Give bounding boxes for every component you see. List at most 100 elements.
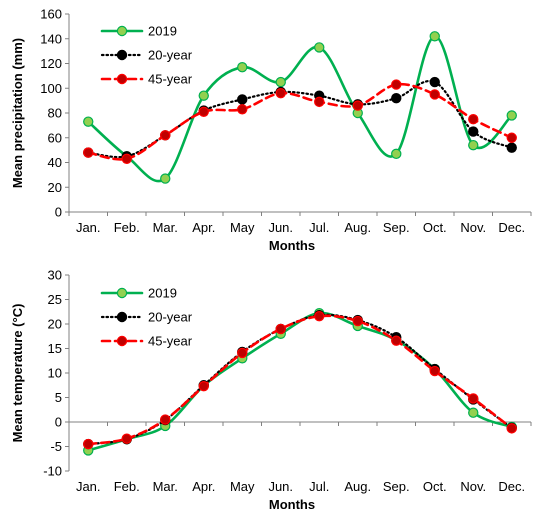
y-tick-label: 0 [55, 205, 62, 220]
legend-label: 45-year [148, 334, 193, 349]
x-tick-label: May [230, 220, 255, 235]
x-tick-label: Jan. [76, 220, 101, 235]
x-tick-label: Jul. [309, 220, 329, 235]
data-point-45-year [314, 310, 325, 322]
y-tick-label: 0 [55, 415, 62, 430]
legend-label: 2019 [148, 24, 177, 39]
y-tick-label: 60 [48, 130, 62, 145]
data-point-2019 [198, 90, 209, 101]
x-tick-label: Dec. [498, 220, 525, 235]
legend-item-2019: 2019 [100, 24, 177, 39]
y-tick-label: -5 [50, 439, 62, 454]
data-point-45-year [198, 106, 209, 117]
legend-marker [116, 287, 128, 299]
precipitation-chart: 0 20 40 60 80 100 120 140 160 Jan. Feb. Mar. Apr. May… [10, 7, 532, 253]
legend-marker [116, 25, 128, 37]
x-tick-label: Jan. [76, 479, 101, 494]
y-tick-label: 5 [55, 390, 62, 405]
data-point-20-year [429, 76, 440, 88]
data-point-45-year [429, 365, 440, 377]
legend: 2019 20-year 45-year [100, 24, 193, 87]
y-axis-title: Mean temperature (°C) [10, 304, 25, 443]
data-point-45-year [506, 423, 517, 434]
y-tick-label: 25 [48, 292, 62, 307]
series-20-year [83, 309, 517, 450]
data-point-45-year [198, 381, 209, 392]
legend-marker [116, 49, 128, 61]
data-point-2019 [468, 139, 479, 151]
legend-marker [116, 73, 128, 85]
x-tick-label: May [230, 479, 255, 494]
y-tick-label: 140 [40, 31, 62, 46]
y-axis-title: Mean precipitation (mm) [10, 38, 25, 188]
y-tick-label: 100 [40, 81, 62, 96]
data-point-2019 [160, 173, 171, 184]
x-tick-label: Jul. [309, 479, 329, 494]
x-tick-label: Feb. [114, 220, 140, 235]
x-axis-title: Months [269, 238, 315, 253]
data-point-45-year [429, 89, 440, 100]
x-tick-label: Mar. [153, 220, 178, 235]
legend-label: 20-year [148, 310, 193, 325]
x-tick-label: Oct. [423, 479, 447, 494]
x-tick-label: Dec. [498, 479, 525, 494]
data-point-45-year [83, 438, 94, 450]
data-point-45-year [275, 87, 286, 99]
legend-item-20-year: 20-year [100, 310, 193, 325]
data-point-45-year [160, 414, 171, 425]
data-point-45-year [237, 104, 248, 115]
data-point-45-year [121, 433, 132, 444]
x-tick-label: Nov. [460, 220, 486, 235]
x-tick-label: Oct. [423, 220, 447, 235]
y-tick-label: 30 [48, 268, 62, 283]
data-point-45-year [468, 113, 479, 125]
legend-label: 20-year [148, 48, 193, 63]
data-point-20-year [468, 126, 479, 137]
x-tick-label: Nov. [460, 479, 486, 494]
x-tick-label: Feb. [114, 479, 140, 494]
data-point-45-year [352, 100, 363, 111]
data-point-45-year [506, 132, 517, 143]
x-tick-label: Mar. [153, 479, 178, 494]
data-point-2019 [83, 116, 94, 127]
legend-item-20-year: 20-year [100, 48, 193, 63]
y-tick-label: 20 [48, 317, 62, 332]
data-point-45-year [160, 130, 171, 141]
series-45-year [83, 79, 517, 164]
x-tick-label: Aug. [344, 479, 371, 494]
data-point-45-year [121, 153, 132, 164]
data-point-45-year [468, 393, 479, 404]
data-point-45-year [391, 335, 402, 346]
legend: 2019 20-year 45-year [100, 286, 193, 349]
legend-marker [116, 311, 128, 323]
data-point-45-year [391, 79, 402, 90]
y-tick-label: 80 [48, 106, 62, 121]
data-point-20-year [237, 94, 248, 105]
data-point-45-year [275, 323, 286, 335]
data-point-2019 [391, 148, 402, 160]
data-point-45-year [352, 315, 363, 327]
y-tick-label: 160 [40, 7, 62, 22]
y-tick-label: 15 [48, 341, 62, 356]
x-tick-label: Apr. [192, 479, 215, 494]
data-point-20-year [506, 142, 517, 153]
legend-item-45-year: 45-year [100, 72, 193, 87]
legend-label: 45-year [148, 72, 193, 87]
data-point-2019 [314, 42, 325, 53]
temperature-chart: -10 -5 0 5 10 15 20 25 30 Jan. Feb. Mar. Apr. May Jun.… [10, 268, 532, 512]
data-point-2019 [468, 407, 479, 418]
legend-item-2019: 2019 [100, 286, 177, 301]
legend-marker [116, 335, 128, 347]
series-20-year [83, 76, 517, 162]
x-tick-label: Jun. [268, 220, 293, 235]
data-point-2019 [275, 76, 286, 88]
x-tick-label: Jun. [268, 479, 293, 494]
data-point-2019 [237, 62, 248, 73]
data-point-2019 [506, 110, 517, 121]
x-tick-label: Apr. [192, 220, 215, 235]
y-tick-label: 120 [40, 56, 62, 71]
y-tick-label: -10 [43, 464, 62, 479]
x-axis-title: Months [269, 497, 315, 512]
data-point-20-year [391, 92, 402, 104]
